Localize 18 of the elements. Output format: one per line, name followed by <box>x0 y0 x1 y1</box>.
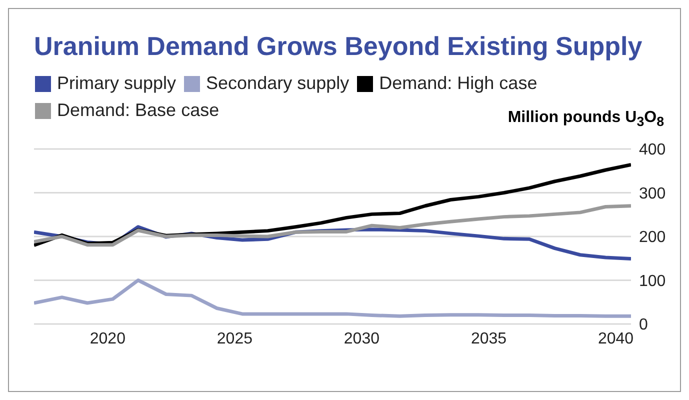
y-axis-title: Million pounds U$_{3}$O$_{8}$ <box>508 109 664 130</box>
y-tick-label: 300 <box>639 185 666 202</box>
x-tick-label: 2025 <box>216 330 253 348</box>
x-tick-label: 2035 <box>470 330 507 348</box>
legend-label: Secondary supply <box>206 73 350 94</box>
line-series <box>34 278 631 318</box>
line-series <box>34 204 631 247</box>
y-tick-label: 400 <box>639 142 666 159</box>
y-tick-label: 200 <box>639 229 666 246</box>
x-tick-label: 2040 <box>598 330 634 348</box>
chart-title: Uranium Demand Grows Beyond Existing Supply <box>34 31 642 62</box>
legend-label: Primary supply <box>57 73 176 94</box>
legend-label: Demand: Base case <box>57 100 220 121</box>
y-tick-label: 0 <box>639 316 648 334</box>
x-tick-label: 2030 <box>344 330 380 348</box>
x-tick-label: 2020 <box>90 330 126 348</box>
y-tick-label: 100 <box>639 272 666 290</box>
legend-label: Demand: High case <box>379 73 538 94</box>
